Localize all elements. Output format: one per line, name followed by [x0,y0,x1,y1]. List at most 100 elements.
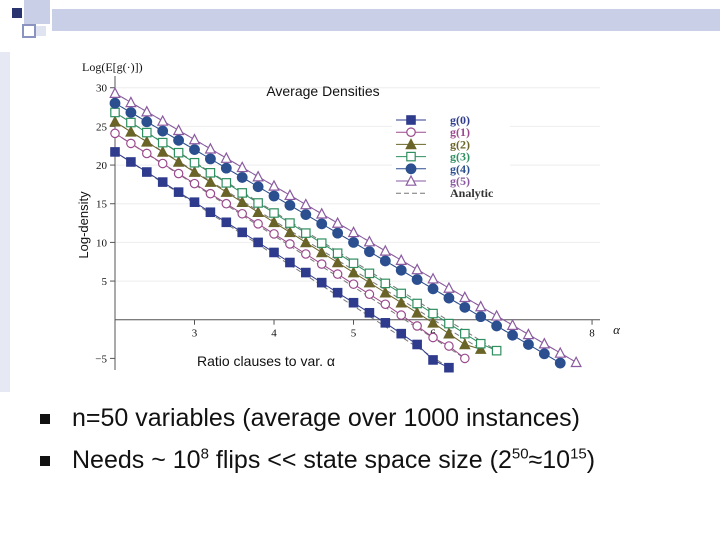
legend-label-analytic: Analytic [450,186,494,200]
data-point [364,289,375,300]
data-point [347,266,360,278]
data-point [332,269,343,279]
data-point [142,148,152,159]
data-point [237,227,248,238]
data-point [237,208,248,219]
data-point [205,167,216,178]
data-point [173,147,184,158]
data-point [205,207,216,218]
data-point [475,311,487,323]
decor-square-light [24,0,50,24]
data-point [220,185,233,197]
data-point [332,227,344,239]
data-point [253,237,263,248]
data-point [221,178,232,188]
data-point [125,125,137,137]
data-point [523,339,534,350]
data-point [301,267,311,278]
y-axis-name: Log(E[g(·)]) [82,60,143,74]
bullet-item: n=50 variables (average over 1000 instan… [40,404,710,446]
header-decoration-bar [52,9,720,31]
data-point [395,253,408,265]
legend-marker [405,163,417,175]
data-point [268,179,280,191]
x-tick-label: 4 [271,328,277,340]
legend-label: g(2) [450,137,470,151]
data-point [380,299,391,310]
data-point [363,235,376,247]
data-point [237,188,248,198]
data-point [125,96,137,108]
data-point [460,328,470,339]
x-tick-label: 3 [192,328,198,340]
data-point [332,248,343,259]
data-point [412,298,422,309]
data-point [284,226,296,238]
data-point [157,125,169,137]
y-axis-title: Log-density [76,191,91,259]
data-point [348,236,359,248]
data-point [301,249,311,259]
legend-marker [405,138,417,150]
data-point [221,217,232,228]
data-point [141,135,153,147]
legend-marker [406,115,416,125]
data-point [316,238,327,248]
data-point [459,301,471,313]
data-point [236,195,249,207]
data-point [348,297,359,308]
data-point [411,306,423,318]
data-point [332,287,343,298]
data-point [300,236,312,248]
data-point [109,86,121,98]
data-point [474,300,487,312]
data-point [491,320,503,332]
data-point [156,114,169,126]
series-marks [109,86,582,373]
x-tick-label: 8 [589,328,595,340]
data-point [300,198,312,210]
data-point [236,161,249,173]
data-point [189,178,200,189]
data-point [204,142,217,154]
data-point [444,318,454,329]
data-point [284,188,296,201]
data-point [554,346,567,358]
data-point [110,147,120,157]
data-point [475,338,486,349]
bullet-text-2: Needs ~ 108 flips << state space size (2… [72,446,595,475]
data-point [173,134,185,146]
data-point [110,107,120,118]
data-point [427,316,439,328]
legend-label: g(0) [450,113,470,127]
series-5 [109,86,582,368]
decor-square-outline [22,24,36,38]
data-point [173,187,184,197]
data-point [570,355,582,368]
data-point [331,216,344,228]
series-line [114,151,450,369]
data-point [188,133,201,145]
x-axis-name: α [613,322,620,337]
legend-label: g(5) [450,174,470,188]
data-point [315,207,328,219]
analytic-line [114,151,450,369]
legend-marker [406,151,416,162]
data-point [220,151,233,163]
y-tick-label: 30 [96,83,108,95]
y-tick-label: 5 [102,276,108,288]
data-point [110,128,120,139]
series-3 [110,107,502,356]
side-decoration-bar [0,52,10,392]
data-point [507,329,518,341]
bullet-square-icon [40,414,50,424]
y-tick-label: 15 [96,199,108,211]
data-point [348,279,359,289]
chart-title: Average Densities [266,83,379,99]
data-point [189,157,200,168]
data-point [444,341,454,351]
data-point [253,198,263,208]
data-point [443,292,455,304]
data-point [490,309,503,321]
data-point [315,246,328,258]
